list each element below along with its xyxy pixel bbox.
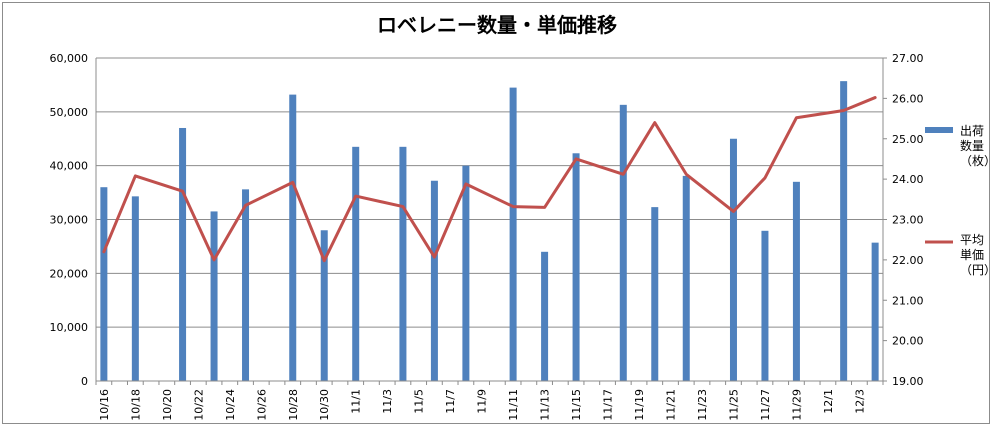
- bar: [761, 230, 769, 381]
- legend-label-line: 平均: [960, 233, 984, 247]
- y-left-tick-label: 10,000: [50, 321, 89, 334]
- x-tick-label: 10/24: [224, 389, 237, 421]
- y-left-tick-label: 40,000: [50, 160, 89, 173]
- x-tick-label: 11/17: [602, 389, 615, 421]
- bar: [682, 175, 690, 381]
- x-tick-label: 11/23: [696, 389, 709, 421]
- gridlines: [96, 57, 883, 382]
- legend-label-bar: 出荷: [960, 124, 984, 138]
- x-tick-label: 12/1: [822, 389, 835, 414]
- bar: [131, 196, 139, 381]
- bar: [651, 207, 659, 381]
- bar: [210, 211, 218, 381]
- y-right-tick-label: 19.00: [892, 375, 924, 388]
- bar: [352, 146, 360, 381]
- y-left-tick-label: 30,000: [50, 214, 89, 227]
- bar: [179, 127, 187, 381]
- bar: [462, 165, 470, 381]
- y-left-tick-label: 0: [81, 375, 88, 388]
- x-tick-label: 11/9: [476, 389, 489, 414]
- y-right-tick-label: 23.00: [892, 214, 924, 227]
- legend-label-line: 単価: [960, 248, 984, 262]
- line-series: [102, 96, 877, 263]
- y-right-tick-label: 24.00: [892, 173, 924, 186]
- y-right-tick-label: 22.00: [892, 254, 924, 267]
- bar: [572, 153, 580, 381]
- bar: [729, 138, 737, 381]
- chart-canvas: ロベレニー数量・単価推移 0 10,000 20,000 30,000 40,000 50…: [50, 13, 992, 421]
- bar: [619, 104, 627, 382]
- y-left-tick-label: 50,000: [50, 106, 89, 119]
- chart-title: ロベレニー数量・単価推移: [377, 13, 617, 37]
- legend-label-bar: 数量: [960, 138, 984, 153]
- bar: [242, 189, 250, 381]
- x-tick-label: 11/3: [381, 389, 394, 414]
- x-tick-label: 11/25: [727, 389, 740, 421]
- bar: [840, 81, 848, 382]
- bar: [399, 146, 407, 381]
- x-tick-label: 11/11: [507, 389, 520, 421]
- y-right-tick-label: 20.00: [892, 335, 924, 348]
- bar: [100, 187, 108, 381]
- legend-label-bar: （枚）: [960, 153, 991, 168]
- bar: [320, 230, 328, 381]
- bar: [871, 242, 879, 381]
- x-tick-label: 12/3: [853, 389, 866, 414]
- x-tick-label: 11/13: [539, 389, 552, 421]
- x-tick-label: 10/30: [318, 389, 331, 421]
- bar: [541, 251, 549, 381]
- x-tick-label: 11/27: [759, 389, 772, 421]
- y-left-tick-label: 20,000: [50, 267, 89, 280]
- x-tick-label: 11/1: [350, 389, 363, 414]
- bar: [430, 180, 438, 381]
- bar-series: [100, 81, 879, 382]
- bar: [509, 87, 517, 381]
- x-tick-label: 10/20: [161, 389, 174, 421]
- x-tick-label: 10/22: [192, 389, 205, 421]
- legend-swatch-bar: [925, 127, 953, 133]
- x-tick-label: 10/28: [287, 389, 300, 421]
- y-right-tick-label: 26.00: [892, 92, 924, 105]
- x-tick-label: 10/26: [255, 389, 268, 421]
- x-tick-label: 10/16: [98, 389, 111, 421]
- bar: [792, 181, 800, 381]
- axes: 0 10,000 20,000 30,000 40,000 50,000 60,000 19.…: [50, 52, 924, 421]
- y-right-tick-label: 27.00: [892, 52, 924, 65]
- y-left-tick-label: 60,000: [50, 52, 89, 65]
- x-tick-label: 11/21: [665, 389, 678, 421]
- bar: [289, 94, 297, 382]
- x-tick-label: 11/15: [570, 389, 583, 421]
- x-tick-label: 10/18: [129, 389, 142, 421]
- price-line: [102, 96, 877, 263]
- x-tick-label: 11/29: [790, 389, 803, 421]
- x-tick-label: 11/5: [413, 389, 426, 414]
- x-tick-label: 11/19: [633, 389, 646, 421]
- x-tick-label: 11/7: [444, 389, 457, 414]
- y-right-tick-label: 21.00: [892, 294, 924, 307]
- legend-label-line: （円）: [960, 263, 991, 277]
- y-right-tick-label: 25.00: [892, 133, 924, 146]
